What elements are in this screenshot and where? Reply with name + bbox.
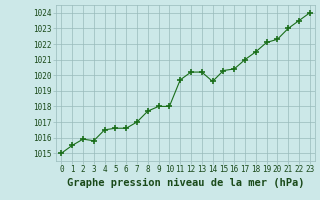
X-axis label: Graphe pression niveau de la mer (hPa): Graphe pression niveau de la mer (hPa) bbox=[67, 178, 304, 188]
